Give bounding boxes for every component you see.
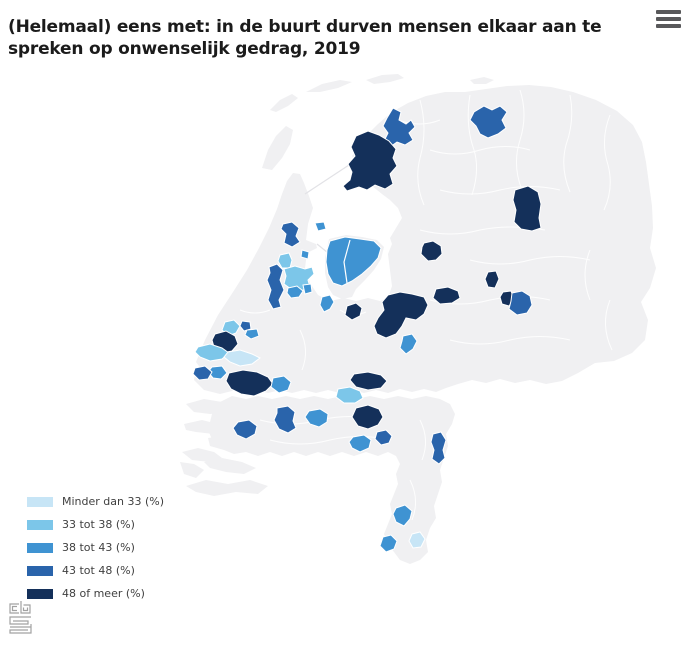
map-region-region-14[interactable]	[319, 294, 335, 313]
legend-swatch-c4	[27, 565, 53, 576]
map-region-region-40[interactable]	[374, 429, 393, 446]
map-region-region-19[interactable]	[420, 240, 443, 262]
map-region-region-30[interactable]	[192, 365, 213, 381]
map-legend: Minder dan 33 (%) 33 tot 38 (%) 38 tot 4…	[27, 490, 164, 605]
map-region-region-43[interactable]	[379, 534, 398, 553]
choropleth-regions	[192, 105, 542, 553]
map-region-region-25[interactable]	[244, 328, 260, 340]
map-region-region-27[interactable]	[194, 343, 230, 362]
map-region-region-16[interactable]	[373, 291, 429, 339]
map-region-region-38[interactable]	[232, 419, 258, 440]
legend-label: Minder dan 33 (%)	[62, 495, 165, 508]
hamburger-bar	[656, 10, 681, 14]
legend-swatch-c2	[27, 519, 53, 530]
legend-label: 33 tot 38 (%)	[62, 518, 135, 531]
map-region-region-34[interactable]	[349, 371, 388, 391]
legend-swatch-c5	[27, 588, 53, 599]
legend-item: 33 tot 38 (%)	[27, 513, 164, 536]
map-region-region-3[interactable]	[469, 105, 508, 139]
map-region-region-15[interactable]	[344, 302, 363, 321]
map-region-region-17[interactable]	[399, 333, 418, 355]
map-region-region-41[interactable]	[430, 431, 447, 465]
map-region-region-33[interactable]	[335, 386, 364, 404]
map-region-region-13[interactable]	[302, 283, 313, 295]
map-region-region-36[interactable]	[273, 405, 297, 434]
map-region-region-44[interactable]	[408, 531, 426, 549]
legend-swatch-c1	[27, 496, 53, 507]
legend-item: 48 of meer (%)	[27, 582, 164, 605]
legend-item: 43 tot 48 (%)	[27, 559, 164, 582]
map-region-region-28[interactable]	[223, 349, 261, 367]
legend-label: 43 tot 48 (%)	[62, 564, 135, 577]
map-region-region-11[interactable]	[266, 263, 285, 310]
flevoland-divider-border	[343, 239, 351, 284]
cbs-logo	[9, 601, 32, 634]
hamburger-menu-button[interactable]	[656, 10, 681, 30]
hamburger-bar	[656, 17, 681, 21]
map-region-region-8[interactable]	[325, 236, 382, 287]
map-region-region-18[interactable]	[432, 286, 461, 305]
map-region-region-5[interactable]	[280, 221, 301, 248]
map-region-region-12[interactable]	[286, 285, 304, 299]
map-region-region-20[interactable]	[484, 270, 500, 289]
legend-swatch-c3	[27, 542, 53, 553]
map-region-region-42[interactable]	[392, 504, 413, 527]
legend-label: 38 tot 43 (%)	[62, 541, 135, 554]
map-region-region-22[interactable]	[508, 290, 533, 316]
map-region-region-32[interactable]	[270, 375, 292, 394]
map-region-region-4[interactable]	[512, 185, 542, 232]
page-title: (Helemaal) eens met: in de buurt durven …	[8, 17, 602, 60]
map-region-region-37[interactable]	[304, 408, 329, 428]
legend-label: 48 of meer (%)	[62, 587, 145, 600]
map-region-region-7[interactable]	[314, 221, 327, 232]
map-region-region-39[interactable]	[348, 434, 372, 453]
map-region-region-6[interactable]	[300, 249, 310, 260]
legend-item: 38 tot 43 (%)	[27, 536, 164, 559]
map-region-region-31[interactable]	[225, 369, 274, 397]
map-region-region-35[interactable]	[351, 404, 384, 430]
map-base-land	[180, 74, 656, 564]
hamburger-bar	[656, 24, 681, 28]
legend-item: Minder dan 33 (%)	[27, 490, 164, 513]
map-region-region-1[interactable]	[382, 107, 416, 148]
map-region-region-2[interactable]	[342, 130, 398, 192]
